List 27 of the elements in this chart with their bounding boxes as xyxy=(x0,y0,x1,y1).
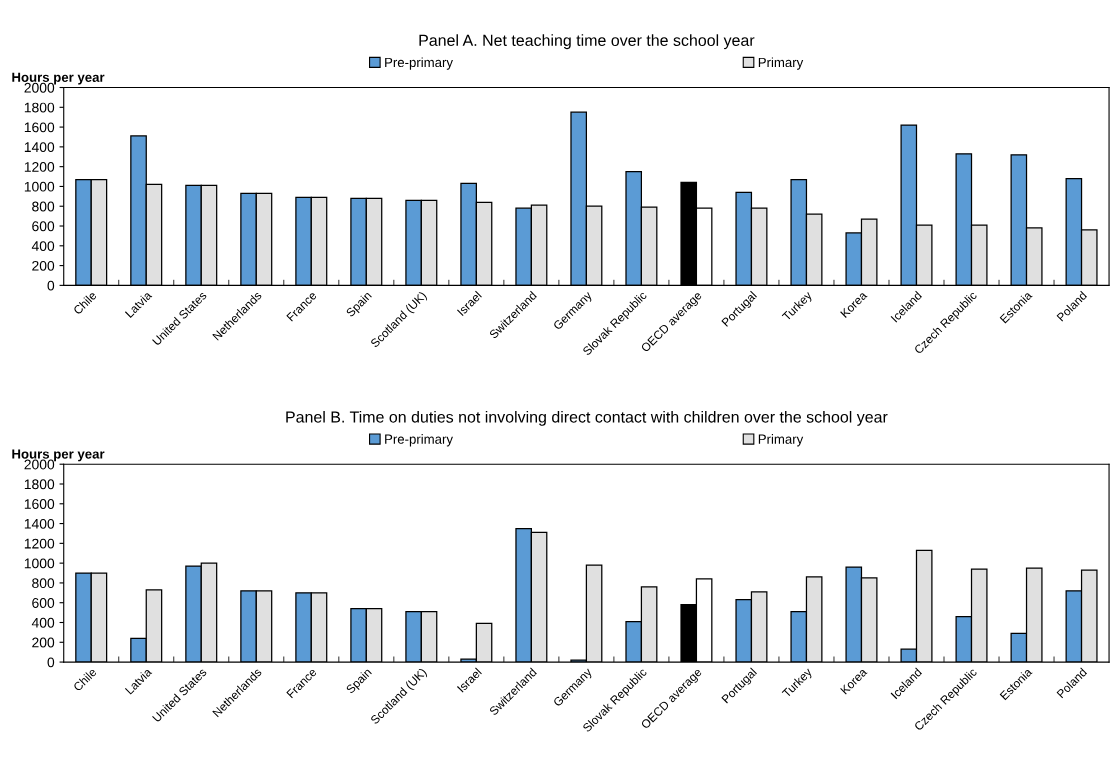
legend-label: Primary xyxy=(758,57,804,70)
y-tick-label: 400 xyxy=(31,241,55,251)
y-tick-label: 1800 xyxy=(24,479,55,490)
legend-label: Pre-primary xyxy=(385,434,453,447)
y-tick-label: 200 xyxy=(32,260,55,271)
y-tick-label: 800 xyxy=(32,201,55,212)
y-tick-label: 1200 xyxy=(24,161,55,172)
legend-label: Pre-primary xyxy=(385,57,453,70)
y-tick-label: 1400 xyxy=(24,518,55,529)
y-tick-label: 1600 xyxy=(24,499,55,509)
y-tick-label: 400 xyxy=(31,617,55,628)
y-tick-label: 0 xyxy=(47,657,55,668)
y-tick-label: 1600 xyxy=(24,122,55,133)
y-tick-label: 1000 xyxy=(24,558,55,569)
y-tick-label: 1400 xyxy=(24,142,55,153)
y-tick-label: 200 xyxy=(32,637,55,648)
y-tick-label: 600 xyxy=(32,598,55,608)
y-tick-label: 600 xyxy=(32,221,55,232)
y-tick-label: 1800 xyxy=(24,102,55,113)
y-tick-label: 1200 xyxy=(24,538,55,549)
y-tick-label: 1000 xyxy=(24,181,55,192)
chart-title: Panel B. Time on duties not involving direct contact with children over the school year xyxy=(286,410,888,426)
x-tick-label: Chile xyxy=(72,667,97,692)
legend-label: Primary xyxy=(758,434,804,447)
y-tick-label: 0 xyxy=(47,280,55,291)
chart-title: Panel A. Net teaching time over the school year xyxy=(419,34,755,50)
y-tick-label: 800 xyxy=(32,578,55,589)
